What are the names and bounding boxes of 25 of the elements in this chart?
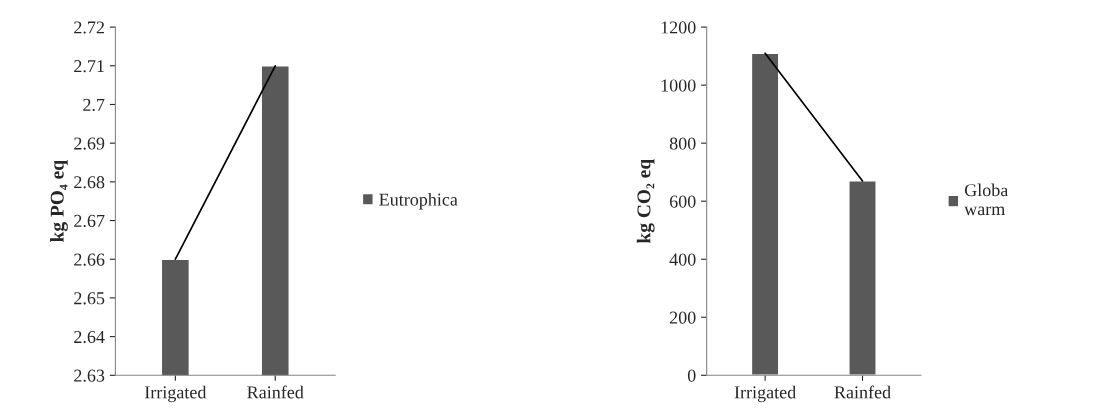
y-tick-label: 2.68 xyxy=(74,176,105,189)
y-axis-title: kg PO₄ eq xyxy=(50,160,68,242)
y-tick-label: 1000 xyxy=(661,79,696,92)
y-tick-label: 2.67 xyxy=(74,214,105,228)
y-tick-label: 400 xyxy=(669,253,696,266)
y-tick-label: 2.69 xyxy=(74,137,105,150)
legend-label: Eutrophica xyxy=(379,193,458,210)
y-tick-label: 800 xyxy=(669,137,696,150)
y-tick-label: 2.64 xyxy=(74,330,105,344)
x-tick-label: Rainfed xyxy=(834,385,891,399)
x-tick-label: Irrigated xyxy=(734,385,796,403)
y-tick-label: 2.72 xyxy=(74,21,104,34)
y-axis-title: kg CO₂ eq xyxy=(636,159,655,244)
y-tick-label: 2.65 xyxy=(74,292,105,305)
y-tick-label: 600 xyxy=(669,195,696,208)
x-tick-label: Rainfed xyxy=(247,385,304,399)
y-tick-label: 2.63 xyxy=(74,369,105,382)
y-tick-label: 2.71 xyxy=(74,60,104,73)
y-tick-label: 1200 xyxy=(661,21,696,34)
x-tick-label: Irrigated xyxy=(144,385,207,403)
y-tick-label: 2.7 xyxy=(83,98,105,111)
y-tick-label: 0 xyxy=(687,369,696,382)
legend-label: Globa warm xyxy=(964,183,1009,216)
y-tick-label: 2.66 xyxy=(74,253,105,266)
y-tick-label: 200 xyxy=(669,311,696,324)
